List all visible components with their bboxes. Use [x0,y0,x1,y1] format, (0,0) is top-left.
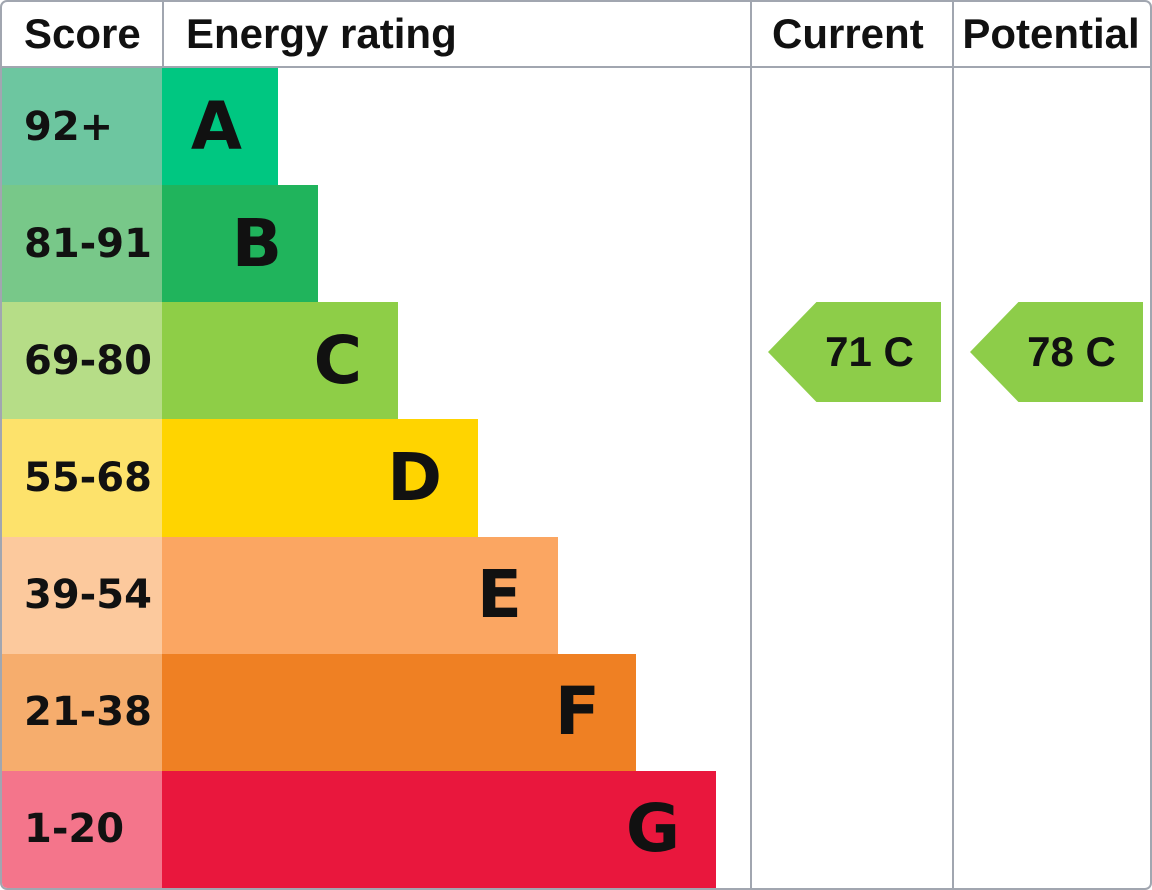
band-bar-c: C [162,302,398,420]
band-bar-e: E [162,536,558,654]
score-range-f: 21-38 [2,653,162,771]
band-bar-f: F [162,653,636,771]
band-letter-g: G [625,790,680,868]
band-row-a: 92+ A [2,68,1150,186]
score-column-header: Score [24,10,141,57]
current-rating-value: 71 C [825,328,914,375]
rating-bands: 92+ A 81-91 B 69-80 C 55-68 D 39-54 [2,68,1150,888]
band-row-g: 1-20 G [2,770,1150,888]
band-letter-c: C [313,321,362,399]
band-row-b: 81-91 B [2,185,1150,303]
potential-rating-value: 78 C [1027,328,1116,375]
score-range-g: 1-20 [2,770,162,888]
potential-column-header: Potential [962,10,1140,57]
band-letter-f: F [554,673,600,751]
band-row-d: 55-68 D [2,419,1150,537]
band-row-f: 21-38 F [2,653,1150,771]
score-range-e: 39-54 [2,536,162,654]
band-letter-d: D [387,438,442,516]
score-range-c: 69-80 [2,302,162,420]
potential-column-divider [952,2,954,888]
band-bar-a: A [162,68,278,186]
energy-rating-column-header: Energy rating [186,10,457,57]
band-bar-b: B [162,185,318,303]
score-range-a: 92+ [2,68,162,186]
score-range-d: 55-68 [2,419,162,537]
current-column-divider [750,2,752,888]
band-bar-g: G [162,770,716,888]
score-range-b: 81-91 [2,185,162,303]
band-row-e: 39-54 E [2,536,1150,654]
current-column-header: Current [772,10,924,57]
band-letter-a: A [190,87,242,165]
band-bar-d: D [162,419,478,537]
band-row-c: 69-80 C [2,302,1150,420]
table-header: Score Energy rating Current Potential [2,2,1150,68]
band-letter-b: B [231,204,282,282]
band-letter-e: E [476,556,522,634]
header-divider [162,2,164,66]
